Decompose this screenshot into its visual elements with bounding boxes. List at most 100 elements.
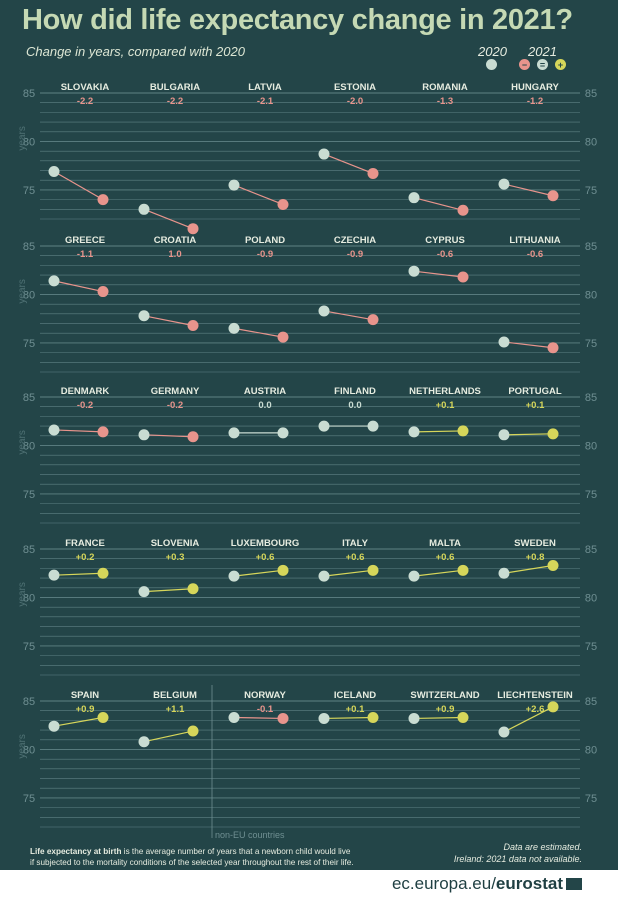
y-axis-label: years — [17, 734, 28, 758]
country-name: AUSTRIA — [244, 386, 286, 397]
dot-2020 — [138, 310, 150, 322]
dot-2021 — [97, 426, 109, 438]
change-connector — [413, 716, 464, 720]
dot-2021 — [457, 425, 469, 437]
dot-2020 — [498, 429, 510, 441]
y-tick-label-right: 75 — [585, 489, 597, 501]
change-connector — [233, 569, 284, 577]
dot-2020 — [318, 148, 330, 160]
change-value: 0.0 — [348, 400, 361, 411]
change-value: -0.9 — [347, 249, 363, 260]
change-connector — [503, 706, 554, 733]
y-axis-label: years — [17, 430, 28, 454]
legend-dot-neutral — [537, 59, 548, 70]
change-value: +0.8 — [526, 552, 545, 563]
y-tick-label-right: 85 — [585, 696, 597, 708]
change-value: +0.1 — [436, 400, 455, 411]
change-connector — [143, 434, 194, 438]
change-connector — [233, 716, 284, 720]
dot-2021 — [457, 271, 469, 283]
estimated-note: Data are estimated. — [503, 842, 582, 852]
dot-2020 — [228, 570, 240, 582]
chart-card: How did life expectancy change in 2021? … — [0, 0, 618, 870]
country-name: GERMANY — [151, 386, 200, 397]
change-connector — [323, 716, 374, 720]
dot-2020 — [318, 570, 330, 582]
dot-2021 — [277, 331, 289, 343]
country-name: BELGIUM — [153, 690, 197, 701]
change-connector — [503, 433, 554, 436]
legend-dot-decrease — [519, 59, 530, 70]
y-tick-label-left: 80 — [23, 744, 35, 756]
dot-2021 — [187, 319, 199, 331]
change-connector — [53, 429, 104, 433]
country-name: GREECE — [65, 235, 105, 246]
dot-2020 — [228, 427, 240, 439]
y-tick-label-left: 85 — [23, 392, 35, 404]
y-tick-label-left: 80 — [23, 289, 35, 301]
dot-2021 — [457, 711, 469, 723]
dot-2020 — [138, 429, 150, 441]
dot-2021 — [97, 567, 109, 579]
y-tick-label-right: 80 — [585, 592, 597, 604]
change-value: -0.9 — [257, 249, 273, 260]
change-value: -0.2 — [167, 400, 183, 411]
footnote-line-1: is the average number of years that a ne… — [121, 847, 351, 856]
change-value: -2.2 — [167, 96, 183, 107]
y-tick-label-left: 80 — [23, 440, 35, 452]
change-connector — [53, 170, 104, 201]
legend-label-2021: 2021 — [528, 44, 557, 59]
footnote-term: Life expectancy at birth — [30, 847, 122, 856]
y-axis-label: years — [17, 126, 28, 150]
country-name: FRANCE — [65, 538, 105, 549]
y-tick-label-left: 75 — [23, 489, 35, 501]
dot-2021 — [367, 420, 379, 432]
non-eu-label: non-EU countries — [215, 830, 285, 840]
dot-2020 — [318, 305, 330, 317]
dot-2021 — [367, 564, 379, 576]
eurostat-brand[interactable]: ec.europa.eu/eurostat — [392, 874, 582, 894]
y-tick-label-right: 80 — [585, 744, 597, 756]
country-name: SPAIN — [71, 690, 99, 701]
dot-2020 — [408, 265, 420, 277]
change-connector — [323, 569, 374, 577]
y-tick-label-left: 75 — [23, 641, 35, 653]
country-name: SLOVENIA — [151, 538, 200, 549]
change-value: +0.9 — [436, 704, 455, 715]
country-name: ICELAND — [334, 690, 376, 701]
dot-2021 — [547, 342, 559, 354]
dot-2021 — [97, 286, 109, 298]
change-value: +0.3 — [166, 552, 185, 563]
y-tick-label-right: 80 — [585, 136, 597, 148]
y-tick-label-left: 80 — [23, 136, 35, 148]
change-value: -0.6 — [437, 249, 453, 260]
change-value: -1.3 — [437, 96, 453, 107]
country-name: CYPRUS — [425, 235, 465, 246]
footnote: Life expectancy at birth is the average … — [30, 846, 354, 868]
country-name: LIECHTENSTEIN — [497, 690, 573, 701]
chart-title: How did life expectancy change in 2021? — [22, 4, 573, 36]
dot-2020 — [48, 275, 60, 287]
footnote-line-2: if subjected to the mortality conditions… — [30, 858, 354, 867]
dot-2020 — [48, 424, 60, 436]
change-value: +0.1 — [526, 400, 545, 411]
dot-2021 — [187, 223, 199, 235]
y-tick-label-left: 80 — [23, 592, 35, 604]
change-connector — [233, 327, 284, 338]
legend-plus-symbol: + — [557, 59, 564, 70]
change-value: -2.0 — [347, 96, 363, 107]
country-name: LUXEMBOURG — [231, 538, 300, 549]
dot-2020 — [228, 179, 240, 191]
brand-name: eurostat — [495, 874, 563, 893]
y-tick-label-right: 85 — [585, 544, 597, 556]
change-connector — [413, 569, 464, 577]
country-name: FINLAND — [334, 386, 376, 397]
change-value: -0.6 — [527, 249, 543, 260]
dot-2021 — [547, 701, 559, 713]
legend-equal-symbol: = — [539, 59, 546, 70]
change-value: -0.2 — [77, 400, 93, 411]
change-value: +0.1 — [346, 704, 365, 715]
y-tick-label-left: 75 — [23, 338, 35, 350]
change-connector — [53, 572, 104, 576]
country-name: SWITZERLAND — [410, 690, 479, 701]
